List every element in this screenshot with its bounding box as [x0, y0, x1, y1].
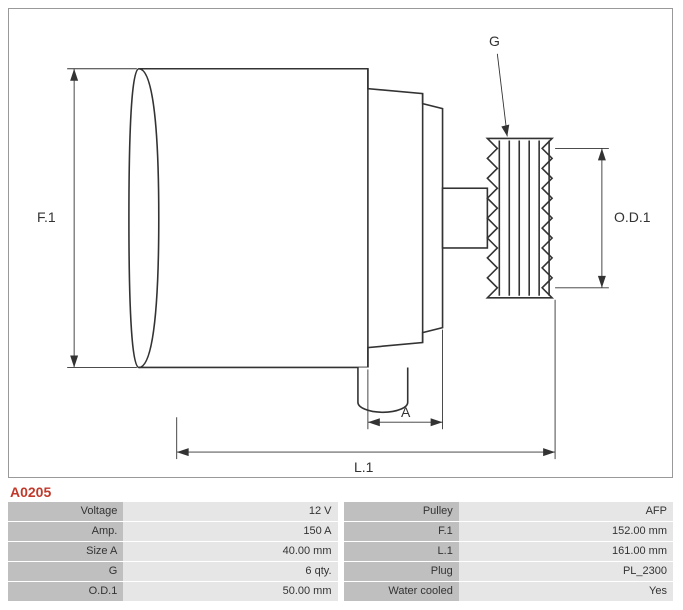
- spec-row: O.D.1 50.00 mm: [8, 582, 338, 602]
- spec-row: Voltage 12 V: [8, 502, 338, 522]
- spec-value: 152.00 mm: [459, 522, 673, 541]
- spec-value: 40.00 mm: [123, 542, 337, 561]
- spec-label: Voltage: [8, 502, 123, 521]
- product-code: A0205: [10, 484, 675, 500]
- spec-value: Yes: [459, 582, 673, 601]
- spec-label: G: [8, 562, 123, 581]
- label-l1: L.1: [354, 459, 373, 475]
- spec-row: Amp. 150 A: [8, 522, 338, 542]
- label-od1: O.D.1: [614, 209, 651, 225]
- spec-label: Size A: [8, 542, 123, 561]
- spec-col-left: Voltage 12 V Amp. 150 A Size A 40.00 mm …: [8, 502, 338, 602]
- spec-row: Pulley AFP: [344, 502, 674, 522]
- label-f1: F.1: [37, 209, 56, 225]
- spec-label: L.1: [344, 542, 459, 561]
- spec-table: Voltage 12 V Amp. 150 A Size A 40.00 mm …: [8, 502, 673, 602]
- spec-label: Plug: [344, 562, 459, 581]
- spec-label: O.D.1: [8, 582, 123, 601]
- spec-row: G 6 qty.: [8, 562, 338, 582]
- spec-value: 161.00 mm: [459, 542, 673, 561]
- spec-label: F.1: [344, 522, 459, 541]
- spec-row: Water cooled Yes: [344, 582, 674, 602]
- spec-row: Plug PL_2300: [344, 562, 674, 582]
- spec-row: L.1 161.00 mm: [344, 542, 674, 562]
- diagram-svg: [9, 9, 672, 477]
- spec-col-right: Pulley AFP F.1 152.00 mm L.1 161.00 mm P…: [344, 502, 674, 602]
- label-a: A: [401, 404, 410, 420]
- spec-label: Water cooled: [344, 582, 459, 601]
- technical-diagram: F.1 O.D.1 L.1 A G: [8, 8, 673, 478]
- label-g: G: [489, 33, 500, 49]
- spec-row: Size A 40.00 mm: [8, 542, 338, 562]
- spec-label: Amp.: [8, 522, 123, 541]
- spec-value: 50.00 mm: [123, 582, 337, 601]
- spec-label: Pulley: [344, 502, 459, 521]
- spec-value: AFP: [459, 502, 673, 521]
- spec-row: F.1 152.00 mm: [344, 522, 674, 542]
- spec-value: 6 qty.: [123, 562, 337, 581]
- spec-value: 150 A: [123, 522, 337, 541]
- spec-value: PL_2300: [459, 562, 673, 581]
- spec-value: 12 V: [123, 502, 337, 521]
